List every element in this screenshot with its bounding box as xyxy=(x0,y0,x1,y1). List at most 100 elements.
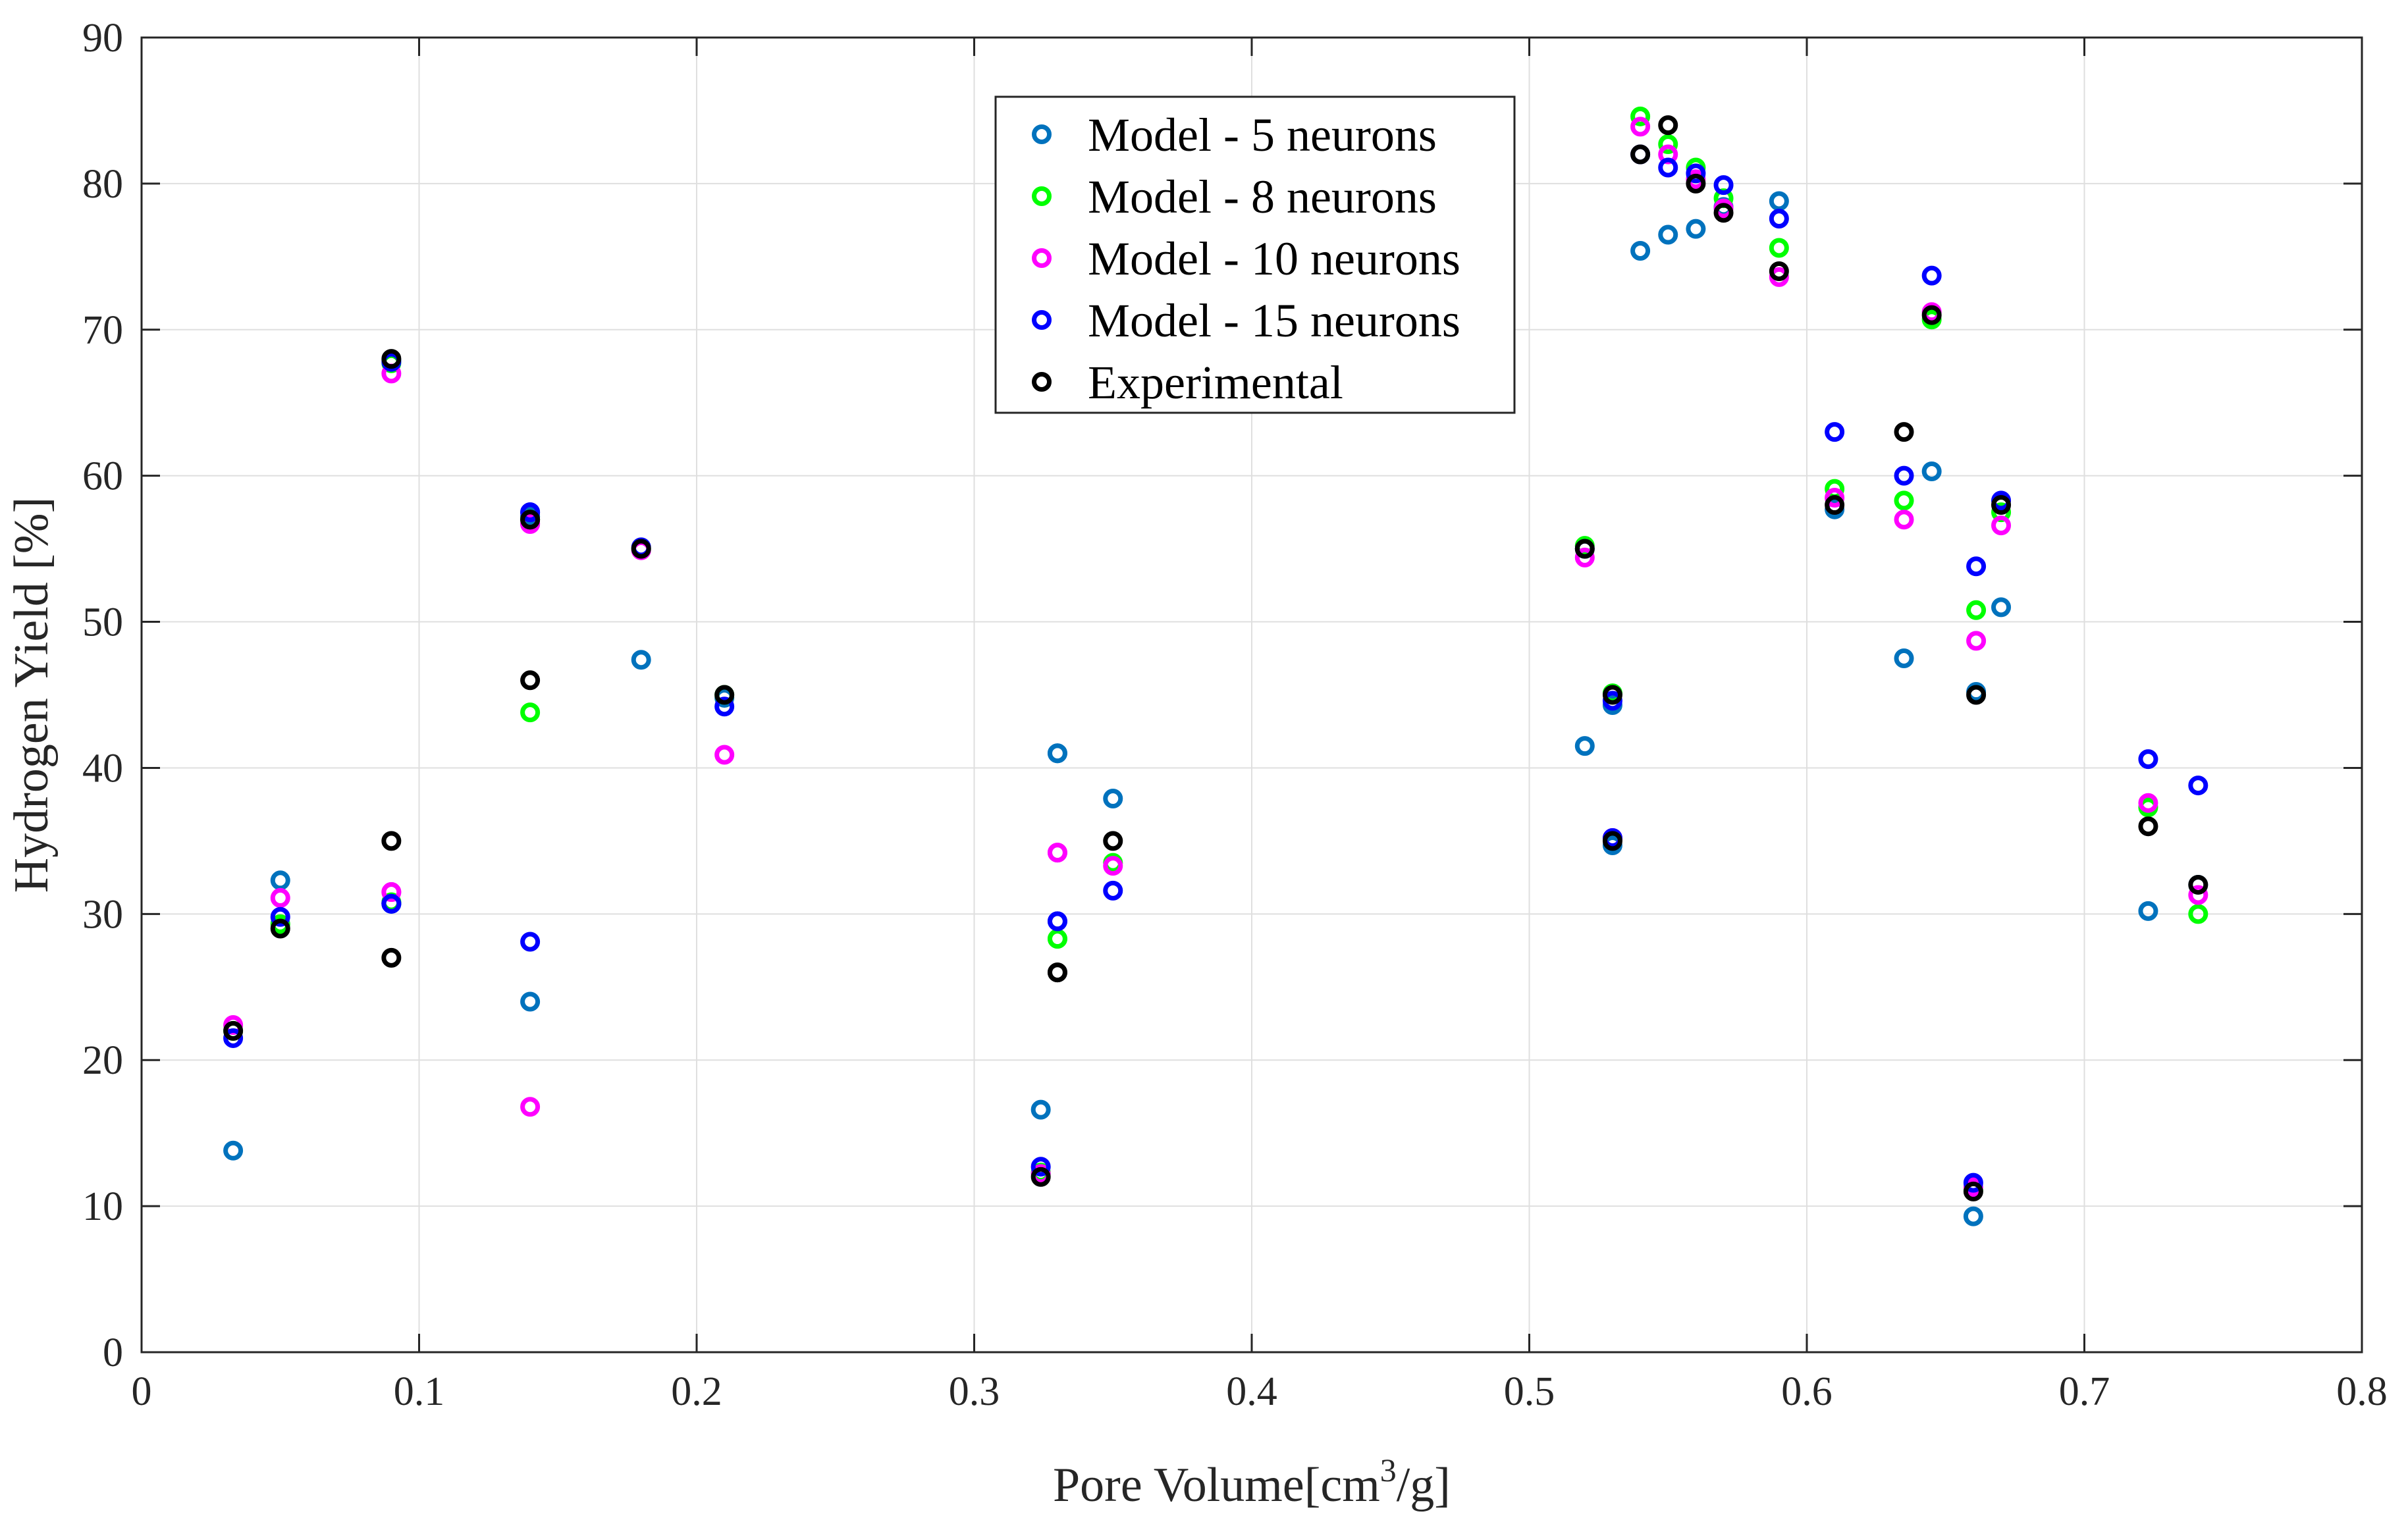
data-point xyxy=(1713,175,1734,196)
data-point xyxy=(1103,856,1123,876)
data-point xyxy=(223,1020,244,1041)
data-point xyxy=(520,510,541,530)
data-point xyxy=(1658,224,1678,245)
data-point xyxy=(223,1140,244,1161)
x-axis-label-tail: /g] xyxy=(1397,1458,1451,1512)
data-point xyxy=(1630,117,1651,137)
y-tick-label: 90 xyxy=(82,16,123,61)
data-point xyxy=(2188,874,2208,895)
data-point xyxy=(1894,422,1914,442)
series-5 xyxy=(223,115,2208,1201)
legend-item: Model - 10 neurons xyxy=(1032,232,1460,285)
y-axis-label: Hydrogen Yield [%] xyxy=(5,497,59,893)
data-point xyxy=(1630,240,1651,261)
y-tick-label: 40 xyxy=(82,746,123,791)
data-point xyxy=(1030,1167,1051,1187)
legend-label: Experimental xyxy=(1088,356,1343,409)
legend-marker xyxy=(1032,186,1052,206)
data-point xyxy=(381,882,402,903)
data-point xyxy=(1991,515,2012,536)
x-tick-label: 0.3 xyxy=(949,1369,1000,1414)
data-point xyxy=(2188,885,2208,905)
data-point xyxy=(2138,816,2158,837)
x-tick-label: 0.6 xyxy=(1781,1369,1833,1414)
data-point xyxy=(1047,843,1067,863)
legend-marker xyxy=(1032,372,1052,392)
x-tick-label: 0.2 xyxy=(671,1369,722,1414)
data-point xyxy=(1894,465,1914,486)
data-point xyxy=(1966,685,1987,705)
data-point xyxy=(631,539,651,559)
data-point xyxy=(1602,831,1622,851)
data-point xyxy=(1602,685,1622,705)
x-axis-label-main: Pore Volume[cm xyxy=(1053,1458,1380,1512)
data-point xyxy=(520,991,541,1012)
y-tick-label: 70 xyxy=(82,308,123,353)
data-point xyxy=(2138,901,2158,921)
x-axis-label-superscript: 3 xyxy=(1380,1452,1397,1488)
y-tick-label: 50 xyxy=(82,600,123,645)
y-tick-label: 0 xyxy=(103,1330,123,1375)
data-point xyxy=(1894,510,1914,530)
data-point xyxy=(270,907,290,927)
data-point xyxy=(2188,776,2208,796)
data-point xyxy=(1103,880,1123,901)
data-point xyxy=(1921,265,1942,286)
legend-item: Model - 8 neurons xyxy=(1032,171,1437,223)
data-point xyxy=(520,932,541,952)
data-point xyxy=(223,1028,244,1048)
data-point xyxy=(1769,191,1789,211)
data-point xyxy=(520,702,541,723)
x-tick-label: 0.4 xyxy=(1226,1369,1277,1414)
legend-marker xyxy=(1032,310,1052,330)
data-point xyxy=(381,349,402,369)
data-point xyxy=(270,870,290,891)
y-tick-label: 60 xyxy=(82,454,123,499)
data-point xyxy=(2138,749,2158,770)
data-point xyxy=(1769,238,1789,258)
legend-label: Model - 15 neurons xyxy=(1088,294,1460,347)
data-point xyxy=(520,1097,541,1117)
data-point xyxy=(1103,789,1123,809)
data-point xyxy=(381,947,402,968)
data-point xyxy=(1030,1157,1051,1177)
data-point xyxy=(270,918,290,939)
y-tick-label: 30 xyxy=(82,892,123,937)
data-point xyxy=(1921,461,1942,482)
data-point xyxy=(714,745,735,765)
data-point xyxy=(1103,831,1123,851)
x-tick-label: 0.7 xyxy=(2059,1369,2110,1414)
data-point xyxy=(1991,495,2012,515)
x-tick-labels: 0 0.1 0.2 0.3 0.4 0.5 0.6 0.7 0.8 xyxy=(132,1369,2388,1414)
data-point xyxy=(1047,929,1067,949)
tick-marks xyxy=(140,36,2363,1354)
y-tick-labels: 0 10 20 30 40 50 60 70 80 90 xyxy=(82,16,123,1375)
data-point xyxy=(1686,173,1706,194)
data-point xyxy=(520,502,541,523)
data-point xyxy=(1963,1181,1983,1201)
data-point xyxy=(1686,163,1706,184)
data-point xyxy=(2138,793,2158,813)
legend-label: Model - 10 neurons xyxy=(1088,232,1460,285)
data-point xyxy=(1769,209,1789,229)
data-point xyxy=(270,887,290,908)
data-point xyxy=(1963,1206,1983,1226)
data-point xyxy=(1030,1099,1051,1120)
data-point xyxy=(1047,743,1067,764)
data-point xyxy=(1658,157,1678,178)
data-point xyxy=(1966,556,1987,577)
data-point xyxy=(1658,134,1678,154)
data-point xyxy=(1825,422,1845,442)
y-tick-label: 80 xyxy=(82,162,123,207)
x-tick-label: 0.8 xyxy=(2336,1369,2388,1414)
data-point xyxy=(1630,106,1651,126)
data-point xyxy=(1991,597,2012,618)
x-axis-label: Pore Volume[cm3/g] xyxy=(1053,1452,1451,1512)
data-point xyxy=(1769,261,1789,282)
legend-marker xyxy=(1032,124,1052,144)
data-point xyxy=(520,670,541,691)
legend-item: Experimental xyxy=(1032,356,1343,409)
legend-label: Model - 5 neurons xyxy=(1088,109,1437,161)
data-point xyxy=(381,893,402,914)
